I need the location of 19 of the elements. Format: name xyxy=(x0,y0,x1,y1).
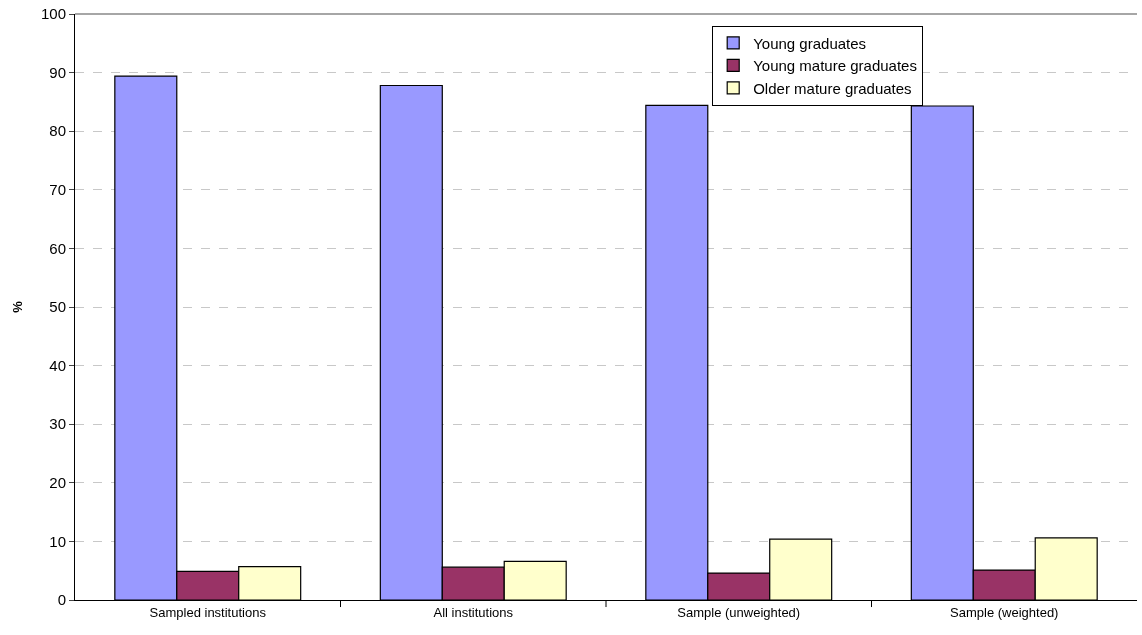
x-tick-label: Sample (weighted) xyxy=(950,604,1059,620)
y-tick-label: 80 xyxy=(49,122,66,140)
y-tick-label: 70 xyxy=(49,181,66,199)
x-tick-label: Sampled institutions xyxy=(149,604,267,620)
y-tick-label: 40 xyxy=(49,356,66,374)
legend-label: Young graduates xyxy=(753,34,867,52)
y-tick-label: 10 xyxy=(49,532,66,550)
x-tick-label: Sample (unweighted) xyxy=(677,604,801,620)
y-tick-label: 100 xyxy=(40,5,66,23)
y-axis-title: % xyxy=(9,300,25,313)
y-tick-label: 20 xyxy=(49,474,66,492)
y-tick-label: 60 xyxy=(49,239,66,257)
legend-label: Young mature graduates xyxy=(753,57,917,75)
x-tick-label: All institutions xyxy=(433,604,514,620)
y-tick-label: 0 xyxy=(57,591,66,609)
y-tick-label: 50 xyxy=(49,298,66,316)
legend-label: Older mature graduates xyxy=(753,79,912,97)
y-tick-label: 90 xyxy=(49,63,66,81)
y-tick-label: 30 xyxy=(49,415,66,433)
